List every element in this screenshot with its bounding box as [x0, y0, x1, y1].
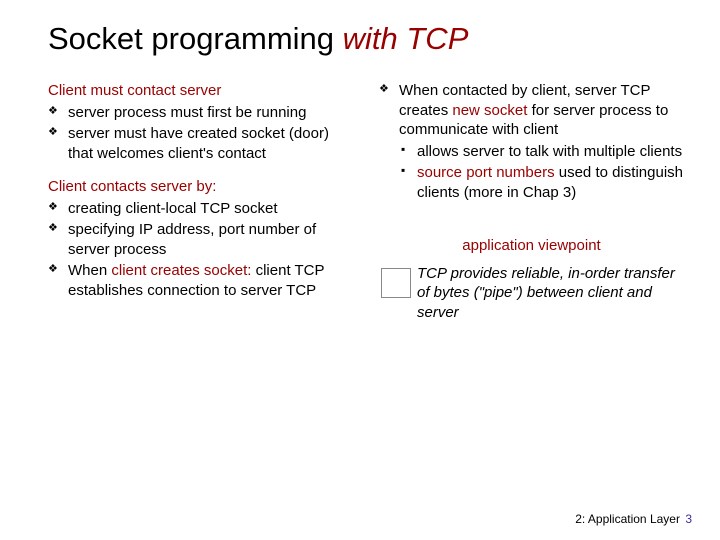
left-heading-2: Client contacts server by: — [48, 177, 353, 197]
title-part1: Socket programming — [48, 21, 334, 56]
right-column: When contacted by client, server TCP cre… — [379, 81, 684, 322]
footer-label: 2: Application Layer — [575, 512, 680, 526]
slide-footer: 2: Application Layer 3 — [575, 512, 692, 526]
title-part2: with TCP — [334, 21, 468, 56]
placeholder-icon — [381, 268, 411, 298]
text-emphasis: new socket — [452, 102, 527, 119]
right-list: When contacted by client, server TCP cre… — [379, 81, 684, 202]
text-emphasis: client creates socket: — [111, 262, 251, 279]
content-columns: Client must contact server server proces… — [48, 81, 684, 322]
viewpoint-label: application viewpoint — [379, 236, 684, 256]
slide-title: Socket programming with TCP — [48, 20, 684, 57]
list-item: specifying IP address, port number of se… — [48, 220, 353, 259]
text-emphasis: source port numbers — [417, 164, 555, 181]
page-number: 3 — [685, 512, 692, 526]
text: When — [68, 262, 111, 279]
list-item: When contacted by client, server TCP cre… — [379, 81, 684, 202]
text-note: (more in Chap 3) — [464, 184, 577, 201]
list-item: source port numbers used to distinguish … — [399, 163, 684, 202]
list-item: When client creates socket: client TCP e… — [48, 261, 353, 300]
list-item: server process must first be running — [48, 103, 353, 123]
list-item: allows server to talk with multiple clie… — [399, 142, 684, 162]
right-sublist: allows server to talk with multiple clie… — [399, 142, 684, 203]
left-list-1: server process must first be running ser… — [48, 103, 353, 164]
slide-body: Socket programming with TCP Client must … — [0, 0, 720, 540]
pipe-note: TCP provides reliable, in-order transfer… — [379, 264, 684, 323]
left-column: Client must contact server server proces… — [48, 81, 353, 322]
pipe-text: TCP provides reliable, in-order transfer… — [417, 264, 680, 323]
list-item: server must have created socket (door) t… — [48, 124, 353, 163]
list-item: creating client-local TCP socket — [48, 199, 353, 219]
left-list-2: creating client-local TCP socket specify… — [48, 199, 353, 301]
left-heading-1: Client must contact server — [48, 81, 353, 101]
